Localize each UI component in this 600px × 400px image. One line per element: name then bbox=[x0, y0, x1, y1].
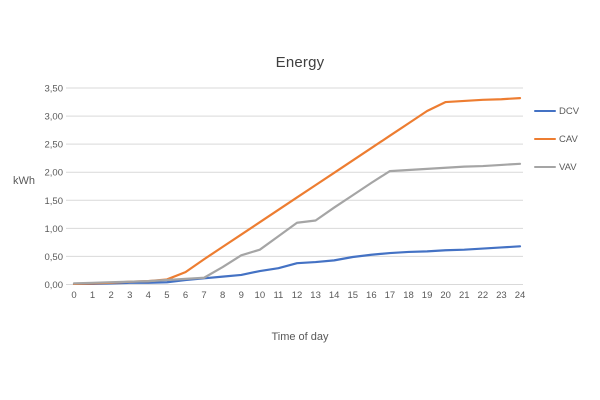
y-tick-label: 2,50 bbox=[45, 140, 64, 151]
y-tick-label: 2,00 bbox=[45, 168, 64, 179]
x-tick-label: 17 bbox=[385, 290, 396, 301]
x-tick-label: 16 bbox=[366, 290, 377, 301]
legend: DCV CAV VAV bbox=[534, 97, 600, 181]
legend-swatch-line bbox=[534, 109, 556, 113]
y-tick-label: 1,50 bbox=[45, 196, 64, 207]
x-tick-label: 19 bbox=[422, 290, 433, 301]
x-tick-label: 12 bbox=[292, 290, 303, 301]
chart-title: Energy bbox=[275, 54, 325, 71]
x-tick-label: 21 bbox=[459, 290, 470, 301]
legend-item-cav: CAV bbox=[534, 125, 600, 153]
legend-item-vav: VAV bbox=[534, 153, 600, 181]
x-tick-label: 6 bbox=[183, 290, 188, 301]
x-tick-label: 13 bbox=[310, 290, 321, 301]
x-tick-label: 9 bbox=[239, 290, 244, 301]
x-tick-label: 18 bbox=[403, 290, 414, 301]
x-tick-label: 14 bbox=[329, 290, 340, 301]
x-axis-title: Time of day bbox=[271, 331, 329, 343]
x-tick-label: 3 bbox=[127, 290, 132, 301]
y-tick-label: 0,50 bbox=[45, 252, 64, 263]
series-line-dcv bbox=[72, 245, 522, 286]
x-tick-label: 2 bbox=[109, 290, 114, 301]
y-axis-title: kWh bbox=[13, 175, 35, 187]
x-tick-label: 22 bbox=[478, 290, 489, 301]
y-tick-label: 1,00 bbox=[45, 224, 64, 235]
x-tick-label: 5 bbox=[164, 290, 169, 301]
legend-item-dcv: DCV bbox=[534, 97, 600, 125]
x-tick-label: 8 bbox=[220, 290, 225, 301]
x-tick-label: 0 bbox=[71, 290, 76, 301]
x-tick-label: 10 bbox=[255, 290, 266, 301]
legend-swatch-line bbox=[534, 137, 556, 141]
legend-label: VAV bbox=[559, 161, 577, 173]
x-tick-label: 4 bbox=[146, 290, 151, 301]
y-tick-label: 3,50 bbox=[45, 84, 64, 95]
x-tick-label: 20 bbox=[440, 290, 451, 301]
series-line-vav bbox=[72, 162, 522, 285]
x-tick-label: 11 bbox=[273, 290, 283, 301]
legend-label: DCV bbox=[559, 105, 580, 117]
x-tick-label: 1 bbox=[90, 290, 95, 301]
x-tick-label: 15 bbox=[347, 290, 358, 301]
legend-label: CAV bbox=[559, 133, 578, 145]
legend-swatch-line bbox=[534, 165, 556, 169]
x-tick-label: 23 bbox=[496, 290, 507, 301]
x-tick-label: 7 bbox=[201, 290, 206, 301]
y-tick-label: 3,00 bbox=[45, 112, 64, 123]
x-tick-label: 24 bbox=[515, 290, 526, 301]
y-tick-label: 0,00 bbox=[45, 280, 64, 291]
